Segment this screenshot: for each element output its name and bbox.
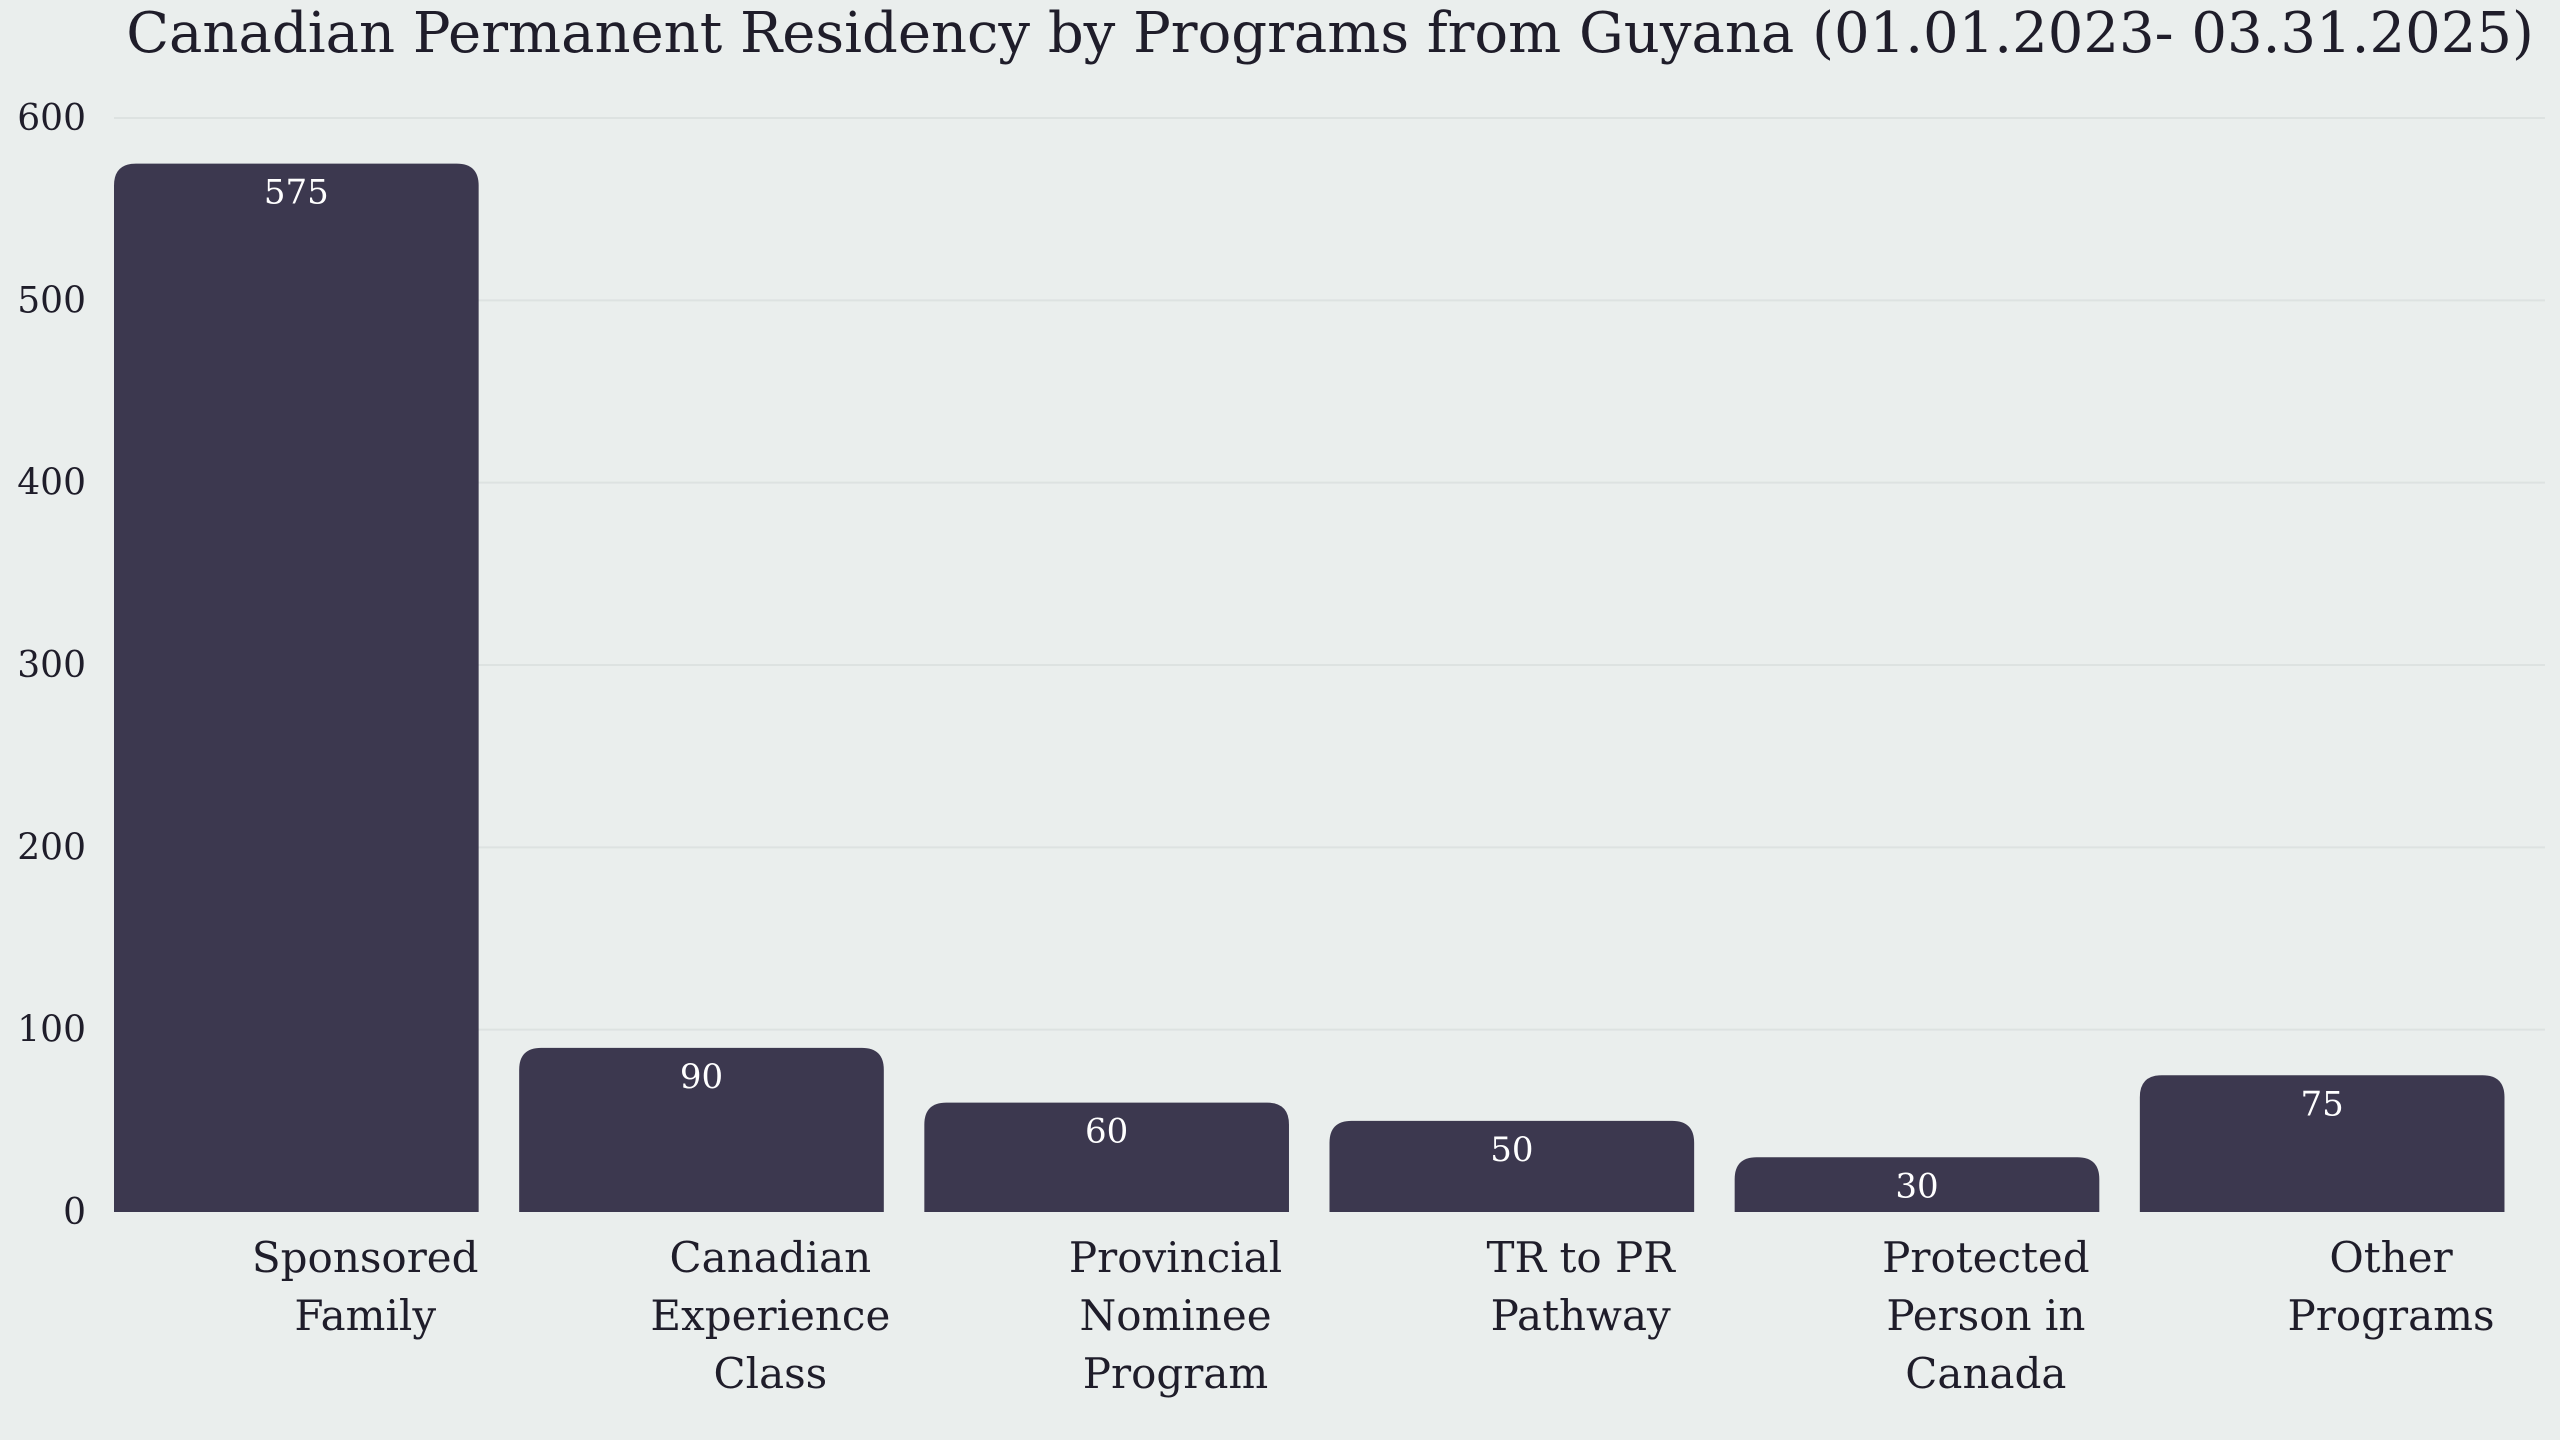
x-tick-label-line: Class — [714, 1349, 828, 1398]
y-tick-label: 0 — [63, 1192, 86, 1233]
bar — [1329, 1120, 1695, 1212]
x-tick-label-line: Experience — [650, 1291, 890, 1340]
x-tick-label-line: Family — [294, 1291, 436, 1340]
x-tick-label: Sponsored Family — [252, 1233, 479, 1340]
bar-value-label: 30 — [1895, 1166, 1938, 1206]
x-axis-ticks: Sponsored Family Canadian Experience Class Pr… — [252, 1233, 2495, 1398]
x-tick-label: Canadian Experience Class — [650, 1233, 890, 1398]
x-tick-label: Protected Person in Canada — [1882, 1233, 2090, 1398]
y-axis-ticks: 0 100 200 300 400 500 600 — [17, 98, 86, 1233]
x-tick-label-line: Sponsored — [252, 1233, 479, 1282]
chart-title: Canadian Permanent Residency by Programs… — [126, 1, 2534, 66]
y-tick-label: 200 — [17, 827, 86, 868]
bar — [519, 1047, 884, 1212]
bar-value-labels: 575 90 60 50 30 75 — [264, 173, 2344, 1207]
grid-lines — [114, 117, 2545, 1031]
x-tick-label-line: TR to PR — [1487, 1233, 1677, 1282]
bar — [114, 163, 479, 1212]
x-tick-label: Other Programs — [2288, 1233, 2495, 1340]
y-tick-label: 400 — [17, 463, 86, 504]
x-tick-label-line: Program — [1083, 1349, 1268, 1398]
x-tick-label-line: Pathway — [1491, 1291, 1671, 1340]
bar — [1734, 1157, 2100, 1212]
x-tick-label-line: Provincial — [1069, 1233, 1282, 1282]
bars — [114, 163, 2505, 1212]
bar-value-label: 90 — [680, 1057, 723, 1097]
bar — [2139, 1075, 2505, 1212]
x-tick-label: TR to PR Pathway — [1487, 1233, 1677, 1340]
x-tick-label-line: Canada — [1905, 1349, 2066, 1398]
x-tick-label-line: Nominee — [1080, 1291, 1272, 1340]
x-tick-label-line: Other — [2329, 1233, 2453, 1282]
y-tick-label: 300 — [17, 645, 86, 686]
x-tick-label-line: Person in — [1886, 1291, 2085, 1340]
x-tick-label-line: Programs — [2288, 1291, 2495, 1340]
y-tick-label: 500 — [17, 280, 86, 321]
y-tick-label: 100 — [17, 1010, 86, 1051]
bar — [924, 1102, 1289, 1212]
bar-value-label: 575 — [264, 173, 329, 213]
bar-value-label: 50 — [1490, 1130, 1533, 1170]
bar-value-label: 75 — [2301, 1084, 2344, 1124]
x-tick-label-line: Canadian — [670, 1233, 872, 1282]
y-tick-label: 600 — [17, 98, 86, 139]
x-tick-label: Provincial Nominee Program — [1069, 1233, 1282, 1398]
x-tick-label-line: Protected — [1882, 1233, 2090, 1282]
bar-value-label: 60 — [1085, 1112, 1128, 1152]
